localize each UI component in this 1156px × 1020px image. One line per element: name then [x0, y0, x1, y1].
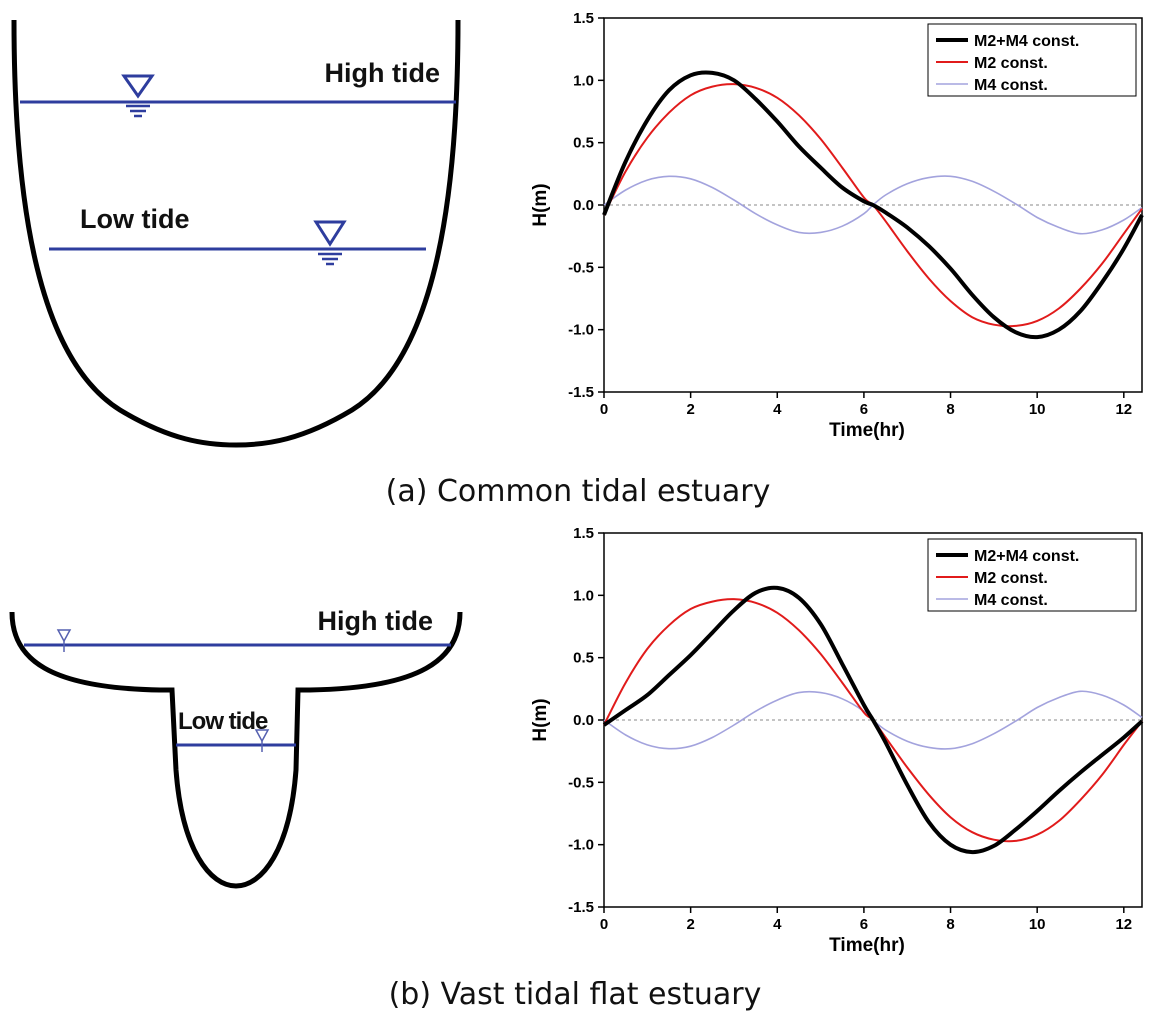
low-tide-label: Low tide [80, 204, 190, 234]
y-tick-label: -1.0 [568, 322, 594, 339]
x-axis-label: Time(hr) [829, 935, 905, 956]
legend-label-m2: M2 const. [974, 570, 1048, 587]
series-line-m2m4 [602, 70, 1144, 340]
diagram-vast-tidal-flat-estuary: High tide Low tide [9, 606, 463, 889]
x-tick-label: 4 [773, 916, 782, 933]
y-tick-label: -0.5 [568, 774, 594, 791]
x-tick-label: 2 [686, 401, 694, 418]
y-axis-label: H(m) [530, 183, 551, 226]
x-tick-label: 0 [600, 916, 608, 933]
x-tick-label: 10 [1029, 916, 1046, 933]
y-tick-label: -1.0 [568, 837, 594, 854]
caption-a: (a) Common tidal estuary [386, 474, 771, 509]
estuary-bed-a [11, 19, 461, 448]
caption-b: (b) Vast tidal flat estuary [389, 977, 762, 1012]
chart-common-estuary: 1.5 1.0 0.5 0.0 -0.5 -1.0 -1.5 0 2 4 6 8 10 12 Time(hr… [530, 10, 1144, 441]
y-axis-label: H(m) [530, 698, 551, 741]
estuary-bed-b [9, 611, 463, 889]
y-tick-label: 1.0 [573, 72, 594, 89]
high-tide-label: High tide [318, 606, 434, 636]
y-tick-label: 0.0 [573, 712, 594, 729]
legend-label-m4: M4 const. [974, 592, 1048, 609]
chart-vast-tidal-flat-estuary: 1.5 1.0 0.5 0.0 -0.5 -1.0 -1.5 0 2 4 6 8 10 12 Time(hr… [530, 525, 1144, 956]
high-tide-label: High tide [325, 58, 441, 88]
y-tick-label: 1.0 [573, 587, 594, 604]
y-tick-label: 1.5 [573, 10, 594, 27]
water-level-icon [56, 629, 72, 652]
series-line-m2m4 [602, 585, 1144, 855]
x-tick-label: 12 [1115, 401, 1132, 418]
legend-label-m2: M2 const. [974, 55, 1048, 72]
water-level-icon [121, 74, 155, 118]
x-tick-label: 10 [1029, 401, 1046, 418]
y-tick-label: -1.5 [568, 899, 594, 916]
y-tick-label: 0.5 [573, 650, 594, 667]
y-tick-label: 0.5 [573, 135, 594, 152]
legend-label-m4: M4 const. [974, 77, 1048, 94]
x-tick-label: 12 [1115, 916, 1132, 933]
legend-label-m2m4: M2+M4 const. [974, 548, 1079, 565]
x-tick-label: 8 [946, 916, 954, 933]
y-tick-label: 0.0 [573, 197, 594, 214]
water-level-icon [313, 220, 347, 266]
x-tick-label: 2 [686, 916, 694, 933]
low-tide-label: Low tide [178, 708, 268, 735]
x-tick-label: 6 [860, 916, 868, 933]
x-tick-label: 4 [773, 401, 782, 418]
y-tick-label: 1.5 [573, 525, 594, 542]
diagram-common-estuary: High tide Low tide [11, 19, 461, 448]
legend-label-m2m4: M2+M4 const. [974, 33, 1079, 50]
water-level-icon [254, 729, 270, 752]
y-tick-label: -1.5 [568, 384, 594, 401]
x-axis-label: Time(hr) [829, 420, 905, 441]
x-tick-label: 6 [860, 401, 868, 418]
y-tick-label: -0.5 [568, 259, 594, 276]
x-tick-label: 8 [946, 401, 954, 418]
x-tick-label: 0 [600, 401, 608, 418]
